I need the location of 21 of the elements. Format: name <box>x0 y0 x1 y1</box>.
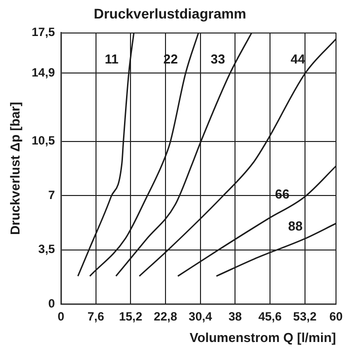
y-tick-label: 0 <box>48 296 56 310</box>
x-tick-label: 30,4 <box>188 310 212 324</box>
y-axis-title: Druckverlust Δp [bar] <box>7 102 22 235</box>
x-tick-label: 0 <box>58 310 65 324</box>
chart-title: Druckverlustdiagramm <box>94 5 246 22</box>
x-tick-label: 38 <box>228 310 242 324</box>
x-tick-label: 22,8 <box>154 310 178 324</box>
x-tick-label: 60 <box>329 310 343 324</box>
y-tick-label: 7 <box>48 188 56 202</box>
y-tick-label: 17,5 <box>32 25 56 40</box>
x-tick-label: 15,2 <box>118 310 143 324</box>
y-tick-label: 14,9 <box>32 65 56 80</box>
series-label: 33 <box>210 52 226 66</box>
y-tick-label: 3,5 <box>38 242 56 256</box>
series-label: 88 <box>288 218 303 234</box>
y-tick-label: 10,5 <box>32 134 56 148</box>
x-tick-label: 45,6 <box>258 310 282 324</box>
x-axis-title: Volumenstrom Q [l/min] <box>190 330 336 345</box>
x-tick-label: 7,6 <box>87 310 104 324</box>
series-label: 11 <box>104 52 118 66</box>
x-tick-label: 53,2 <box>293 310 317 324</box>
